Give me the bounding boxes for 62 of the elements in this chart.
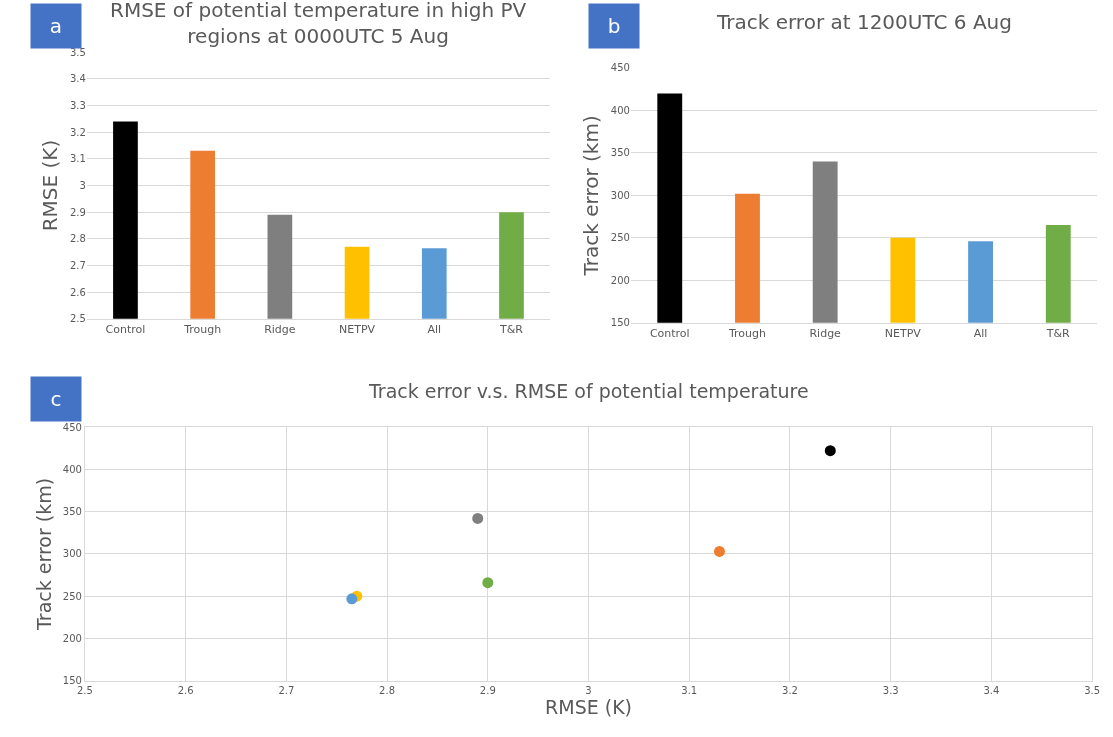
point (824, 445, 836, 457)
x-tick-label: All (427, 323, 442, 337)
y-tick-label: 300 (62, 548, 82, 560)
y-tick-label: 2.9 (69, 206, 86, 218)
y-tick-label: 3 (79, 180, 86, 192)
x-tick-label: 3.4 (983, 684, 1000, 696)
x-tick-label: T&R (499, 323, 524, 337)
y-tick-label: 200 (62, 633, 82, 645)
x-tick-label: All (973, 326, 988, 340)
text: b (607, 14, 621, 38)
y-tick-label: 350 (610, 147, 630, 159)
y-tick-label: 3.3 (69, 100, 86, 112)
x-tick-label: 3.3 (882, 684, 899, 696)
point (482, 577, 494, 589)
y-tick-label: 450 (62, 421, 82, 433)
y-tick-label: 400 (62, 463, 82, 475)
chart-title: RMSE of potential temperature in high PV regions at 0000UTC 5 Aug (110, 0, 527, 48)
x-tick-label: Control (105, 323, 146, 337)
x-tick-label: Ridge (264, 323, 296, 337)
y-tick-label: 2.8 (69, 233, 86, 245)
x-tick-label: 2.7 (278, 684, 295, 696)
y-tick-label: 2.7 (69, 260, 86, 271)
x-tick-label: 2.8 (379, 684, 396, 696)
y-tick-label: 3.1 (69, 153, 86, 165)
x-tick-label: NETPV (339, 323, 376, 337)
x-tick-label: 3.1 (681, 684, 698, 696)
point (713, 545, 725, 557)
x-tick-label: Trough (183, 323, 222, 337)
x-tick-label: 2.9 (479, 684, 496, 696)
chart-title: Track error at 1200UTC 6 Aug (716, 10, 1012, 34)
y-tick-label: 150 (610, 317, 630, 329)
y-tick-label: 250 (610, 232, 630, 244)
y-tick-label: 3.2 (69, 126, 86, 138)
y-axis-title: Track error (km) (32, 477, 55, 631)
x-tick-label: 3 (585, 684, 592, 696)
y-tick-label: 400 (610, 104, 630, 116)
point (346, 593, 358, 605)
y-axis-title: RMSE (K) (38, 139, 63, 232)
x-tick-label: Ridge (809, 326, 842, 340)
x-axis-title: RMSE (K) (545, 695, 633, 718)
text: a (49, 14, 63, 38)
x-tick-label: T&R (1045, 326, 1071, 340)
y-tick-label: 200 (610, 274, 630, 286)
x-tick-label: 2.6 (177, 684, 194, 696)
y-tick-label: 2.6 (69, 286, 86, 298)
y-axis-title: Track error (km) (579, 115, 604, 277)
y-tick-label: 150 (62, 675, 82, 687)
x-tick-label: NETPV (884, 326, 922, 340)
x-tick-label: Control (649, 326, 690, 340)
text: c (50, 387, 62, 411)
x-tick-label: 3.2 (782, 684, 798, 696)
chart-title: Track error v.s. RMSE of potential temperature (368, 380, 809, 402)
y-tick-label: 250 (62, 590, 82, 602)
y-tick-label: 300 (610, 189, 630, 201)
y-tick-label: 350 (62, 506, 82, 518)
y-tick-label: 450 (610, 62, 630, 74)
y-tick-label: 2.5 (69, 313, 86, 325)
y-tick-label: 3.4 (69, 73, 86, 85)
point (472, 512, 484, 524)
x-tick-label: 3.5 (1084, 684, 1101, 696)
y-tick-label: 3.5 (69, 46, 86, 58)
x-tick-label: Trough (727, 326, 767, 340)
